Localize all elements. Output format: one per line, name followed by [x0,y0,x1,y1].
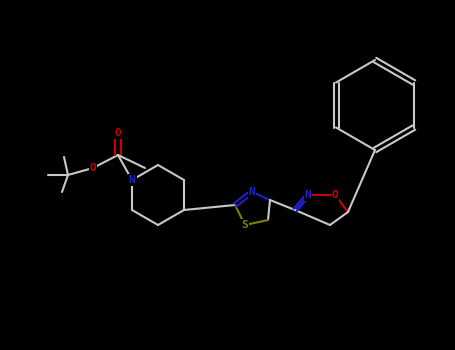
Text: O: O [90,163,96,173]
Text: N: N [248,187,255,197]
Text: N: N [129,175,136,185]
Text: O: O [332,190,339,200]
Text: S: S [242,220,248,230]
Text: N: N [305,190,311,200]
Text: O: O [115,128,121,138]
